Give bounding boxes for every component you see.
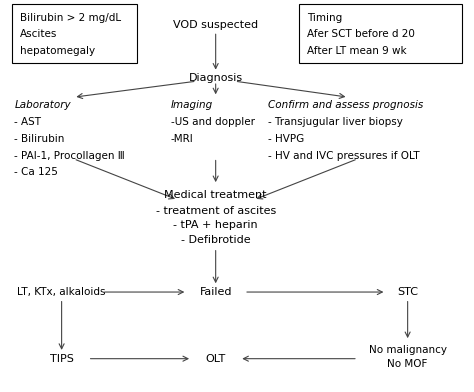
Text: - Ca 125: - Ca 125 [14, 167, 58, 178]
Text: Confirm and assess prognosis: Confirm and assess prognosis [268, 100, 423, 110]
Text: -US and doppler: -US and doppler [171, 117, 255, 127]
Text: - Bilirubin: - Bilirubin [14, 134, 64, 144]
Text: - treatment of ascites: - treatment of ascites [155, 206, 276, 216]
Text: VOD suspected: VOD suspected [173, 20, 258, 31]
Text: Bilirubin > 2 mg/dL: Bilirubin > 2 mg/dL [20, 13, 121, 23]
Text: LT, KTx, alkaloids: LT, KTx, alkaloids [18, 287, 106, 297]
Text: STC: STC [397, 287, 418, 297]
Text: Failed: Failed [200, 287, 232, 297]
Text: - Defibrotide: - Defibrotide [181, 235, 250, 245]
FancyBboxPatch shape [12, 4, 137, 63]
Text: No malignancy: No malignancy [369, 345, 447, 355]
Text: Ascites: Ascites [20, 29, 57, 40]
Text: - HVPG: - HVPG [268, 134, 304, 144]
Text: Timing: Timing [307, 13, 342, 23]
Text: No MOF: No MOF [387, 359, 428, 369]
Text: TIPS: TIPS [50, 354, 73, 364]
Text: Afer SCT before d 20: Afer SCT before d 20 [307, 29, 415, 40]
Text: - tPA + heparin: - tPA + heparin [173, 220, 258, 230]
Text: - HV and IVC pressures if OLT: - HV and IVC pressures if OLT [268, 151, 419, 161]
Text: -MRI: -MRI [171, 134, 193, 144]
Text: - PAI-1, Procollagen Ⅲ: - PAI-1, Procollagen Ⅲ [14, 151, 125, 161]
Text: OLT: OLT [206, 354, 226, 364]
Text: Medical treatment: Medical treatment [164, 190, 267, 200]
Text: Laboratory: Laboratory [14, 100, 71, 110]
Text: After LT mean 9 wk: After LT mean 9 wk [307, 46, 406, 56]
Text: Imaging: Imaging [171, 100, 213, 110]
Text: hepatomegaly: hepatomegaly [20, 46, 95, 56]
Text: - Transjugular liver biopsy: - Transjugular liver biopsy [268, 117, 403, 127]
Text: - AST: - AST [14, 117, 41, 127]
FancyBboxPatch shape [299, 4, 462, 63]
Text: Diagnosis: Diagnosis [189, 73, 243, 83]
